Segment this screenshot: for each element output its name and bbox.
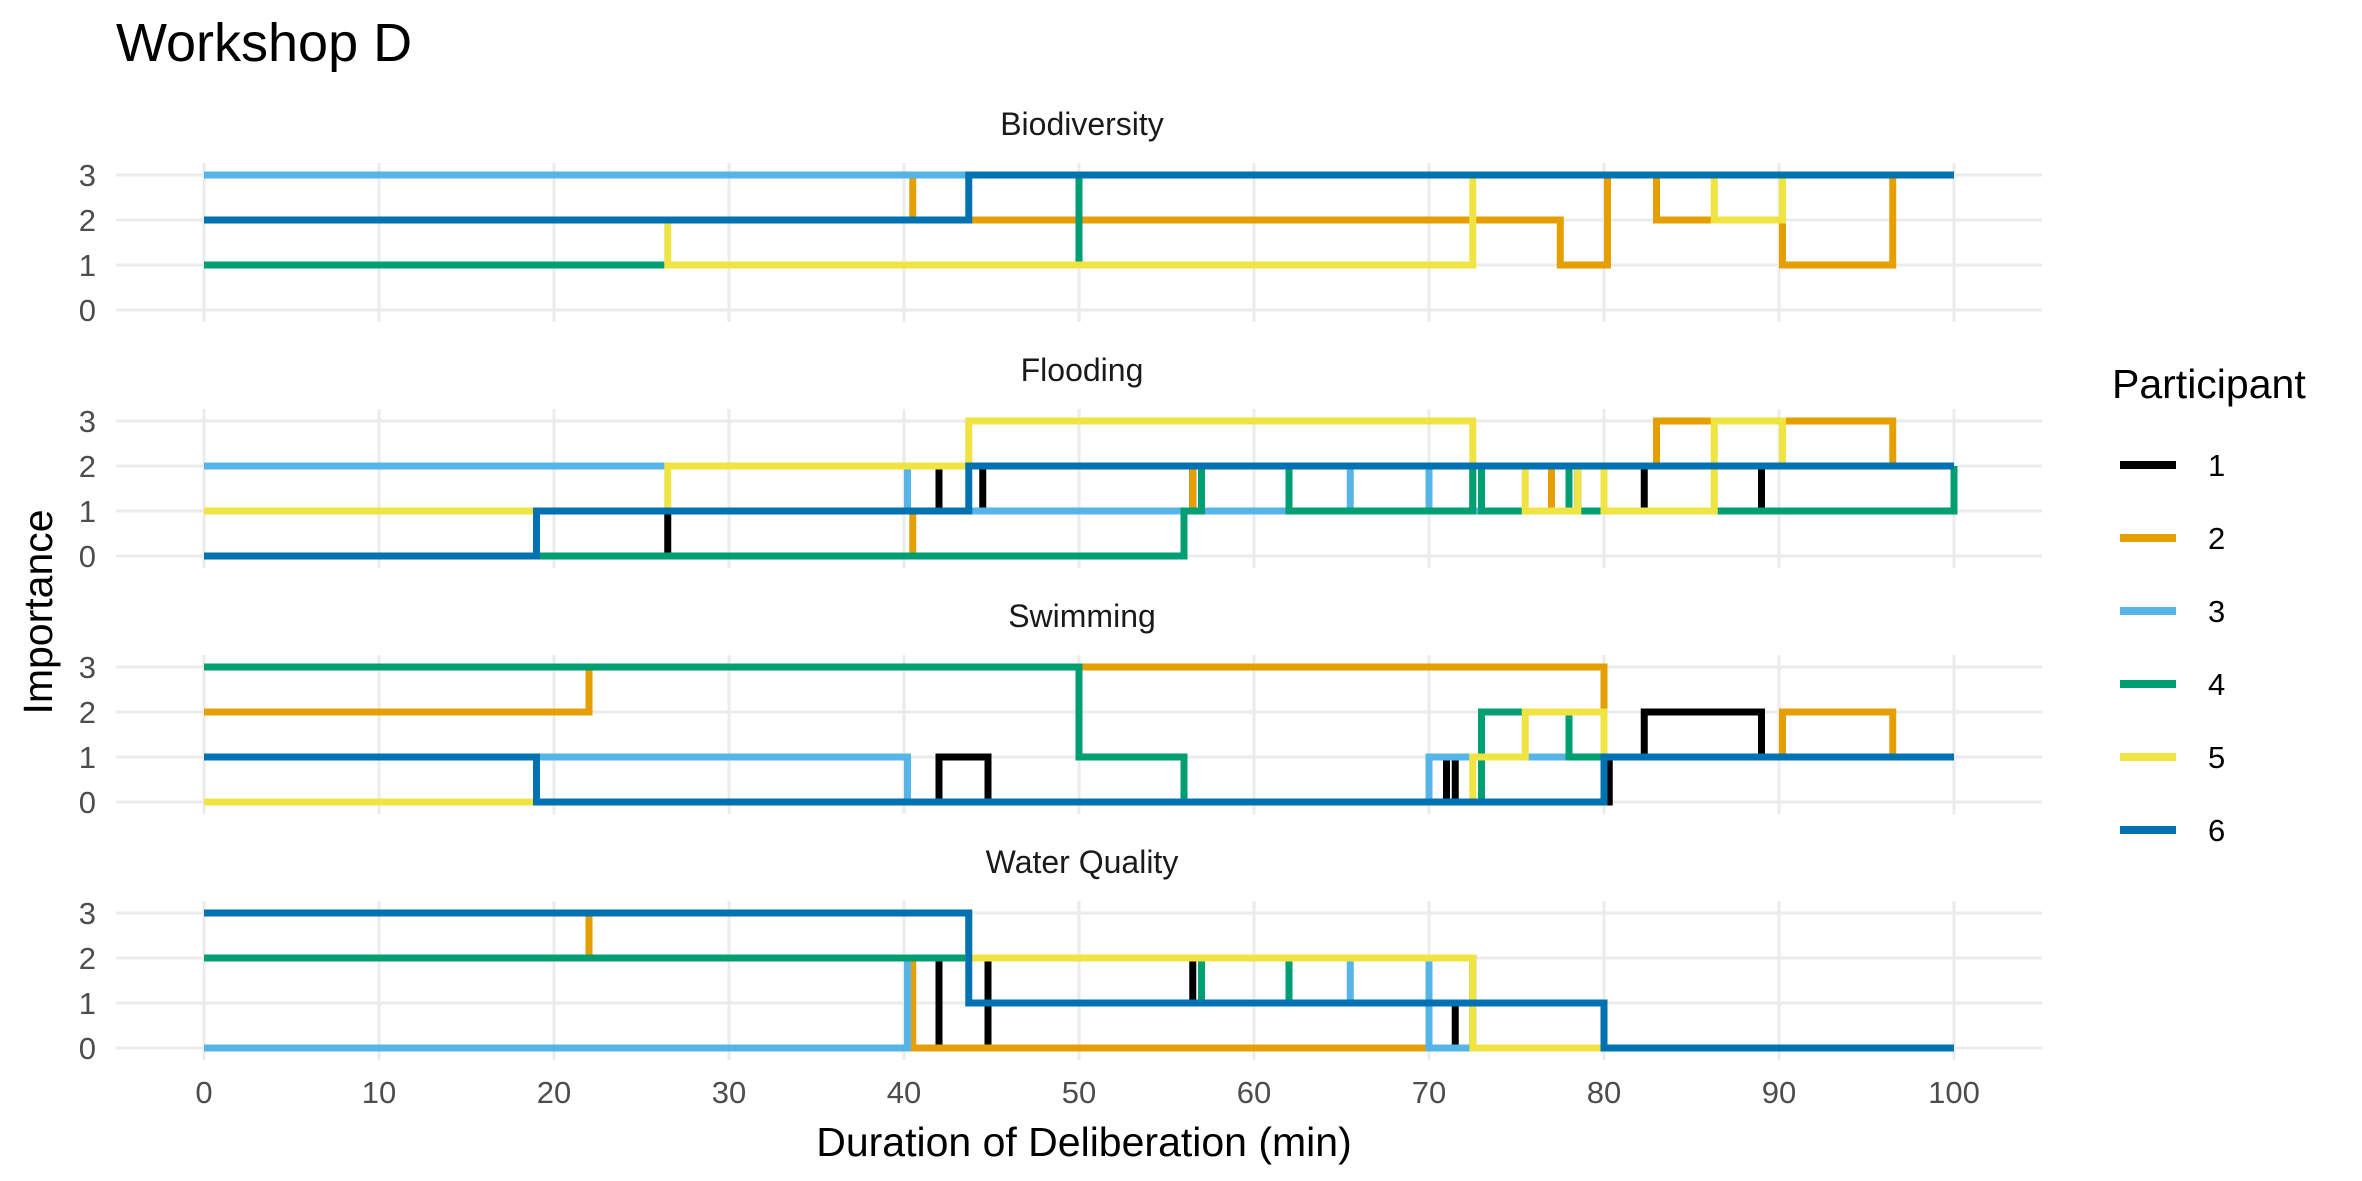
x-tick-label: 0	[195, 1075, 212, 1110]
series-line-participant-5	[204, 708, 1954, 806]
legend-item: 3	[2120, 594, 2225, 629]
legend-label: 6	[2208, 813, 2225, 848]
y-tick-label: 3	[79, 158, 96, 193]
x-tick-label: 80	[1587, 1075, 1621, 1110]
y-tick-label: 1	[79, 248, 96, 283]
legend-item: 1	[2120, 448, 2225, 483]
y-tick-label: 3	[79, 650, 96, 685]
y-tick-label: 0	[79, 785, 96, 820]
x-tick-label: 90	[1762, 1075, 1796, 1110]
series-line-participant-6	[204, 462, 1954, 560]
facet-title: Biodiversity	[1000, 106, 1164, 142]
y-tick-label: 3	[79, 896, 96, 931]
y-tick-label: 0	[79, 293, 96, 328]
legend: Participant 1 2 3 4 5 6	[2112, 361, 2306, 848]
x-tick-label: 60	[1237, 1075, 1271, 1110]
legend-label: 1	[2208, 448, 2225, 483]
x-axis: 0 10 20 30 40 50 60 70 80 90 100	[195, 1075, 1979, 1110]
series-line-participant-5	[204, 417, 1954, 515]
facet-title: Swimming	[1008, 598, 1156, 634]
legend-item: 2	[2120, 521, 2225, 556]
y-tick-label: 1	[79, 986, 96, 1021]
facet-title: Water Quality	[986, 844, 1179, 880]
facet-panels: Biodiversity 0 1 2 3 Flooding 0 1 2 3 Swimming 0 1 2 3…	[79, 106, 2042, 1066]
legend-item: 5	[2120, 740, 2225, 775]
x-tick-label: 10	[362, 1075, 396, 1110]
legend-label: 5	[2208, 740, 2225, 775]
x-tick-label: 50	[1062, 1075, 1096, 1110]
x-tick-label: 20	[537, 1075, 571, 1110]
x-tick-label: 100	[1928, 1075, 1980, 1110]
facet-panel: Swimming 0 1 2 3	[79, 598, 2042, 820]
y-tick-label: 0	[79, 1031, 96, 1066]
y-tick-label: 2	[79, 449, 96, 484]
series-line-participant-6	[204, 909, 1954, 1052]
y-axis-title: Importance	[15, 509, 61, 714]
legend-label: 2	[2208, 521, 2225, 556]
series-line-participant-6	[204, 171, 1954, 224]
legend-label: 3	[2208, 594, 2225, 629]
y-tick-label: 2	[79, 695, 96, 730]
series-line-participant-1	[204, 708, 1954, 806]
y-tick-label: 2	[79, 941, 96, 976]
x-tick-label: 30	[712, 1075, 746, 1110]
legend-label: 4	[2208, 667, 2225, 702]
legend-item: 4	[2120, 667, 2225, 702]
x-axis-title: Duration of Deliberation (min)	[816, 1119, 1352, 1165]
chart-title: Workshop D	[116, 13, 412, 73]
y-tick-label: 3	[79, 404, 96, 439]
legend-item: 6	[2120, 813, 2225, 848]
x-tick-label: 40	[887, 1075, 921, 1110]
legend-title: Participant	[2112, 361, 2306, 407]
facet-panel: Flooding 0 1 2 3	[79, 352, 2042, 574]
series-line-participant-6	[204, 753, 1954, 806]
facet-panel: Biodiversity 0 1 2 3	[79, 106, 2042, 328]
facet-title: Flooding	[1021, 352, 1144, 388]
y-tick-label: 0	[79, 539, 96, 574]
x-tick-label: 70	[1412, 1075, 1446, 1110]
y-tick-label: 2	[79, 203, 96, 238]
facet-panel: Water Quality 0 1 2 3	[79, 844, 2042, 1066]
y-tick-label: 1	[79, 740, 96, 775]
y-tick-label: 1	[79, 494, 96, 529]
